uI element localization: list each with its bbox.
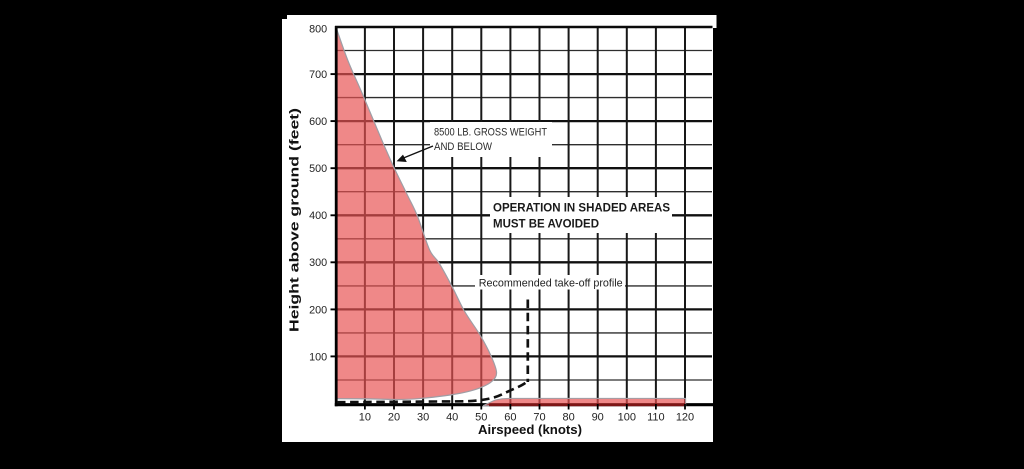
svg-text:800: 800 [309,23,327,35]
svg-text:60: 60 [504,411,516,423]
svg-text:50: 50 [475,411,487,423]
svg-text:90: 90 [592,411,604,423]
svg-text:120: 120 [676,411,694,423]
svg-text:30: 30 [417,411,429,423]
svg-text:300: 300 [309,257,327,269]
svg-text:700: 700 [309,69,327,81]
svg-text:40: 40 [446,411,458,423]
svg-text:10: 10 [359,411,371,423]
svg-text:Airspeed (knots): Airspeed (knots) [478,422,582,437]
svg-text:80: 80 [562,411,574,423]
svg-text:500: 500 [309,163,327,175]
svg-text:400: 400 [309,210,327,222]
svg-text:AND BELOW: AND BELOW [434,141,493,153]
svg-text:Recommended take-off profile: Recommended take-off profile [479,277,623,289]
svg-text:Height above ground (feet): Height above ground (feet) [286,108,301,332]
svg-text:110: 110 [647,411,665,423]
svg-text:600: 600 [309,116,327,128]
svg-text:8500 LB. GROSS WEIGHT: 8500 LB. GROSS WEIGHT [434,127,547,139]
svg-text:20: 20 [388,411,400,423]
svg-text:200: 200 [309,304,327,316]
svg-text:OPERATION IN SHADED AREAS: OPERATION IN SHADED AREAS [493,200,670,214]
svg-text:MUST BE AVOIDED: MUST BE AVOIDED [493,217,599,231]
svg-text:70: 70 [533,411,545,423]
svg-text:100: 100 [618,411,636,423]
svg-text:100: 100 [309,351,327,363]
